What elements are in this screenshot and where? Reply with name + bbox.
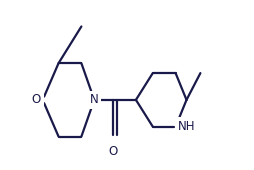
Text: O: O: [32, 93, 41, 106]
Text: O: O: [108, 144, 118, 158]
Text: NH: NH: [178, 120, 195, 133]
Text: N: N: [90, 93, 99, 106]
